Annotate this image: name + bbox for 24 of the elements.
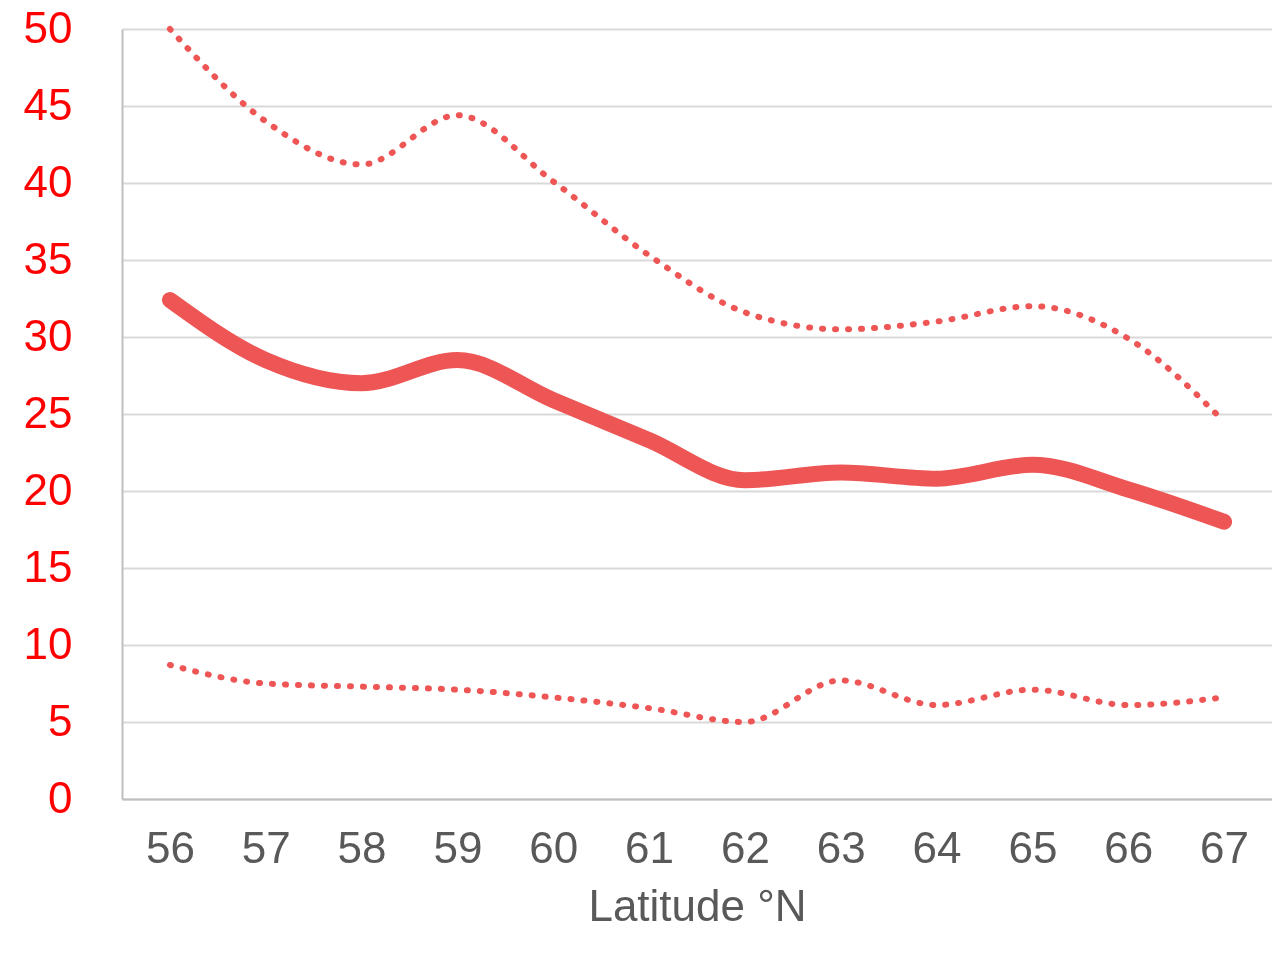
y-tick-label: 0 [48,772,73,822]
y-tick-label: 50 [23,2,73,52]
x-tick-label: 63 [816,822,866,872]
x-tick-label: 56 [145,822,195,872]
y-tick-label: 25 [23,387,73,437]
x-tick-label: 57 [241,822,291,872]
y-tick-label: 35 [23,233,73,283]
x-tick-label: 62 [720,822,770,872]
x-axis-title: Latitude °N [588,880,807,930]
x-tick-label: 60 [529,822,579,872]
y-tick-label: 10 [23,618,73,668]
x-tick-label: 67 [1200,822,1250,872]
x-tick-label: 58 [337,822,387,872]
y-tick-label: 30 [23,310,73,360]
x-tick-label: 64 [912,822,962,872]
x-tick-label: 61 [625,822,675,872]
y-tick-label: 20 [23,464,73,514]
y-tick-label: 40 [23,156,73,206]
x-tick-label: 59 [433,822,483,872]
y-tick-label: 5 [48,695,73,745]
x-tick-label: 66 [1104,822,1154,872]
x-tick-label: 65 [1008,822,1058,872]
y-tick-label: 45 [23,79,73,129]
y-tick-label: 15 [23,541,73,591]
